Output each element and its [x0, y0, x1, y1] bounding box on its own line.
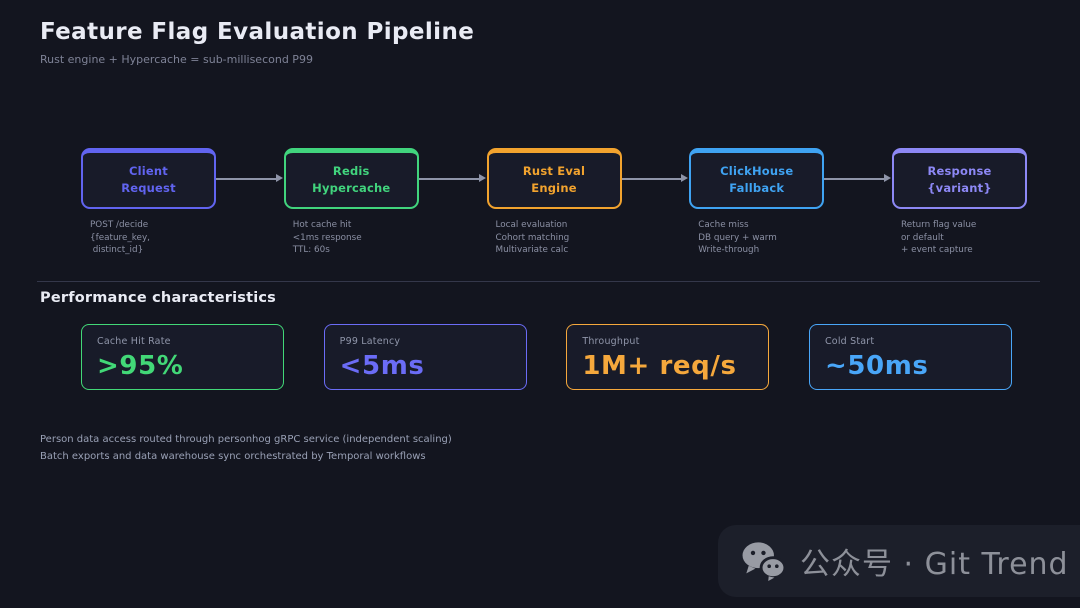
metric-label: Throughput	[582, 336, 640, 347]
page-title: Feature Flag Evaluation Pipeline	[40, 19, 475, 45]
stage-description: Return flag value or default + event cap…	[901, 220, 977, 255]
flow-arrow	[418, 174, 487, 183]
pipeline-stage-client-request: Client Request POST /decide {feature_key…	[81, 148, 216, 257]
stage-title: Response {variant}	[927, 163, 992, 195]
metric-label: Cache Hit Rate	[97, 336, 171, 347]
watermark-badge: 公众号 · Git Trend	[718, 525, 1080, 597]
footer-note: Batch exports and data warehouse sync or…	[40, 451, 426, 462]
stage-description: Hot cache hit <1ms response TTL: 60s	[292, 220, 362, 255]
metric-card-throughput: Throughput 1M+ req/s	[566, 324, 770, 390]
arrow-right-icon	[884, 174, 891, 183]
arrow-line	[824, 178, 887, 180]
pipeline-stage-redis-hypercache: Redis Hypercache Hot cache hit <1ms resp…	[283, 148, 419, 257]
metric-value: ~50ms	[824, 351, 929, 381]
stage-title: Redis Hypercache	[312, 163, 391, 195]
stage-title: Client Request	[121, 163, 176, 195]
footer-note: Person data access routed through person…	[40, 434, 452, 445]
stage-description: Cache miss DB query + warm Write-through	[698, 220, 777, 255]
section-divider	[37, 281, 1040, 282]
stage-box: Response {variant}	[892, 148, 1027, 209]
watermark-text: 公众号 · Git Trend	[800, 547, 1069, 582]
stage-box: Redis Hypercache	[283, 148, 419, 209]
header: Feature Flag Evaluation Pipeline Rust en…	[40, 19, 474, 66]
metric-card-cache-hit-rate: Cache Hit Rate >95%	[81, 324, 284, 390]
stage-box: ClickHouse Fallback	[689, 148, 825, 209]
metric-label: P99 Latency	[339, 336, 401, 347]
footer-notes: Person data access routed through person…	[40, 431, 452, 465]
performance-heading: Performance characteristics	[40, 290, 277, 306]
pipeline-stage-rust-eval-engine: Rust Eval Engine Local evaluation Cohort…	[486, 148, 622, 257]
arrow-right-icon	[275, 174, 283, 183]
stage-description: Local evaluation Cohort matching Multiva…	[495, 220, 570, 255]
pipeline-stage-response-variant: Response {variant} Return flag value or …	[892, 148, 1027, 257]
flow-arrow	[621, 174, 690, 183]
arrow-right-icon	[478, 174, 486, 183]
pipeline-stage-clickhouse-fallback: ClickHouse Fallback Cache miss DB query …	[689, 148, 825, 257]
flow-arrow	[216, 174, 284, 183]
stage-title: ClickHouse Fallback	[720, 163, 794, 195]
stage-description: POST /decide {feature_key, distinct_id}	[90, 220, 150, 255]
wechat-icon	[740, 541, 786, 581]
stage-title: Rust Eval Engine	[522, 163, 586, 195]
metric-cards: Cache Hit Rate >95% P99 Latency <5ms Thr…	[81, 324, 1012, 390]
metric-card-p99-latency: P99 Latency <5ms	[323, 324, 527, 390]
pipeline-flow: Client Request POST /decide {feature_key…	[81, 148, 1027, 257]
metric-label: Cold Start	[824, 336, 875, 347]
metric-card-cold-start: Cold Start ~50ms	[808, 324, 1012, 390]
stage-box: Rust Eval Engine	[486, 148, 622, 209]
arrow-line	[418, 178, 482, 180]
arrow-line	[216, 178, 279, 180]
arrow-line	[621, 178, 685, 180]
metric-value: >95%	[97, 351, 184, 381]
stage-box: Client Request	[81, 148, 216, 209]
arrow-right-icon	[681, 174, 689, 183]
page-subtitle: Rust engine + Hypercache = sub-milliseco…	[40, 53, 313, 66]
flow-arrow	[824, 174, 892, 183]
metric-value: 1M+ req/s	[582, 351, 737, 381]
metric-value: <5ms	[339, 351, 425, 381]
